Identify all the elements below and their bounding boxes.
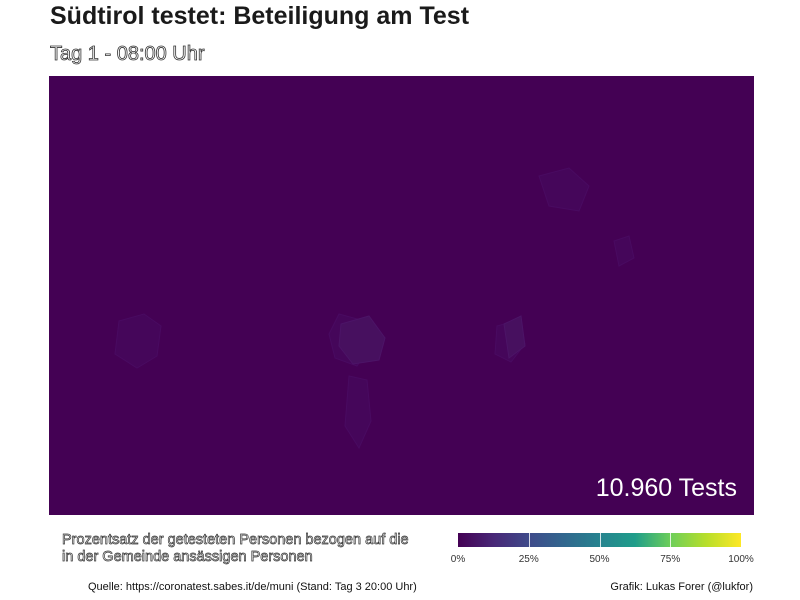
map-panel: 10.960 Tests [49, 76, 754, 515]
chart-subtitle: Tag 1 - 08:00 Uhr [50, 43, 205, 66]
legend-tick-mark [528, 533, 530, 547]
municipality-region [613, 235, 635, 267]
municipality-region [344, 375, 372, 450]
legend-tick-label: 75% [660, 554, 681, 565]
legend-tick-mark [670, 533, 672, 547]
legend-tick-label: 25% [518, 554, 539, 565]
municipality-region [538, 167, 590, 212]
municipality-region [503, 315, 526, 359]
credit-caption: Grafik: Lukas Forer (@lukfor) [610, 581, 753, 593]
test-count-label: 10.960 Tests [595, 474, 737, 502]
municipality-map [114, 167, 635, 450]
legend-tick-label: 100% [728, 554, 754, 565]
municipality-region [338, 315, 386, 365]
legend-tick-mark [599, 533, 601, 547]
source-caption: Quelle: https://coronatest.sabes.it/de/m… [88, 581, 417, 593]
municipality-region [114, 313, 162, 369]
legend-title: Prozentsatz der getesteten Personen bezo… [62, 532, 409, 566]
chart-title: Südtirol testet: Beteiligung am Test [50, 2, 470, 30]
legend-tick-label: 0% [450, 554, 466, 565]
legend-tick-label: 50% [589, 554, 610, 565]
